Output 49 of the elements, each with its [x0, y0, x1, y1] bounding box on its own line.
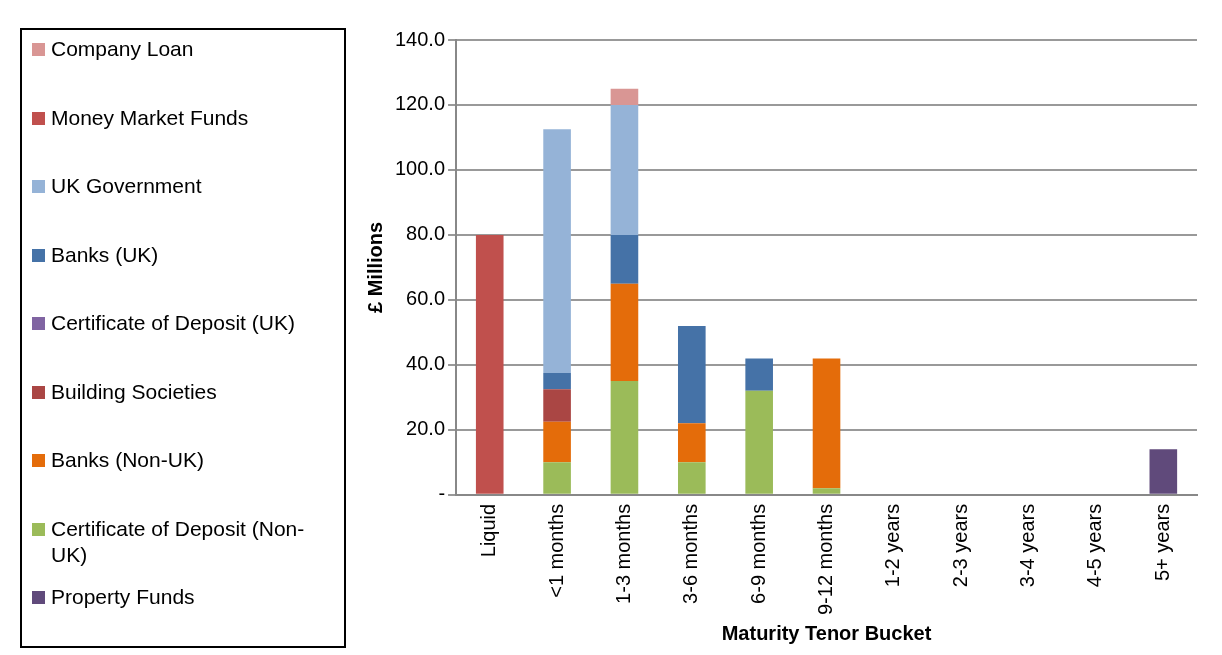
legend-label: Certificate of Deposit (UK) [51, 310, 295, 336]
y-tick-label: 40.0 [406, 352, 446, 375]
y-tick-label: 60.0 [406, 287, 446, 310]
legend-label: Building Societies [51, 378, 217, 405]
x-tick-label: 2-3 years [948, 503, 971, 588]
bar [543, 389, 571, 422]
bar [543, 421, 571, 463]
y-tick-label: 20.0 [406, 417, 446, 440]
bar [543, 129, 571, 373]
bar [543, 373, 571, 390]
y-tick-label: - [438, 482, 446, 505]
bar [678, 423, 706, 463]
legend-label: Banks (Non-UK) [51, 447, 204, 473]
legend-label: Banks (UK) [51, 241, 159, 268]
bar [610, 234, 639, 284]
bar [745, 390, 773, 494]
x-tick-label: 5+ years [1150, 503, 1173, 582]
x-tick-label: Liquid [477, 503, 500, 558]
x-tick-label: 9-12 months [814, 503, 837, 615]
legend-label: UK Government [51, 173, 202, 199]
x-tick-label: 3-6 months [679, 503, 702, 604]
x-tick-label: 1-2 years [881, 503, 904, 588]
y-tick-label: 80.0 [406, 222, 446, 245]
bar [1149, 449, 1178, 494]
bar [812, 358, 841, 489]
bar [610, 283, 639, 382]
y-axis-title: £ Millions [363, 221, 386, 313]
bar [678, 325, 706, 424]
bar [812, 488, 841, 494]
legend-label: Money Market Funds [51, 104, 249, 131]
bar [610, 381, 639, 494]
y-tick-label: 100.0 [394, 157, 446, 180]
x-axis-title: Maturity Tenor Bucket [721, 621, 932, 644]
bar [610, 104, 639, 235]
legend-label: Certificate of Deposit (Non-UK) [51, 515, 306, 568]
bar [475, 234, 504, 494]
x-tick-label: 6-9 months [746, 503, 769, 604]
bar [610, 88, 639, 105]
y-tick-label: 120.0 [394, 92, 446, 115]
x-tick-label: 3-4 years [1016, 503, 1039, 588]
bar [543, 462, 571, 494]
bar [745, 358, 773, 391]
bar [678, 462, 706, 494]
x-tick-label: <1 months [544, 503, 567, 598]
legend-label: Company Loan [51, 36, 194, 62]
legend-label: Property Funds [51, 584, 195, 610]
x-tick-label: 1-3 months [611, 503, 634, 604]
y-tick-label: 140.0 [394, 27, 446, 50]
x-tick-label: 4-5 years [1083, 503, 1106, 588]
